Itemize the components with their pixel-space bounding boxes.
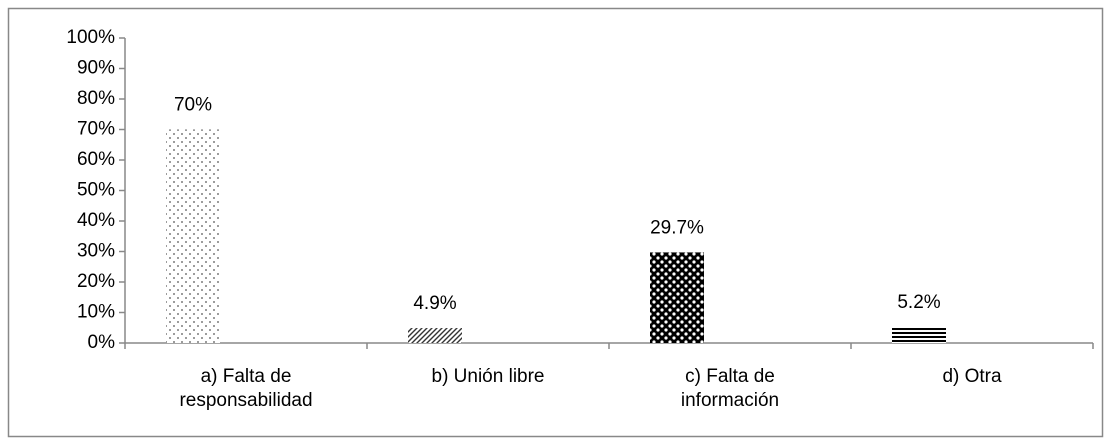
data-label: 29.7% <box>650 217 704 238</box>
bar <box>892 327 946 343</box>
y-tick-label: 30% <box>77 241 115 262</box>
x-tick-label: d) Otra <box>942 366 1002 387</box>
y-tick-label: 60% <box>77 149 115 170</box>
y-tick-label: 70% <box>77 119 115 140</box>
y-tick-label: 100% <box>66 27 115 48</box>
data-label: 5.2% <box>897 292 940 313</box>
bar <box>166 129 220 343</box>
y-tick-label: 50% <box>77 180 115 201</box>
y-tick-label: 40% <box>77 210 115 231</box>
data-label: 4.9% <box>413 293 456 314</box>
bar <box>650 252 704 343</box>
data-label: 70% <box>174 95 212 116</box>
y-tick-label: 20% <box>77 271 115 292</box>
x-tick-label: c) Falta de información <box>681 366 779 411</box>
x-tick-label: b) Unión libre <box>432 366 545 387</box>
y-tick-label: 0% <box>88 332 116 353</box>
bar <box>408 328 462 343</box>
chart-frame <box>7 7 1104 438</box>
y-tick-label: 10% <box>77 302 115 323</box>
y-tick-label: 80% <box>77 88 115 109</box>
x-tick-label: a) Falta de responsabilidad <box>179 366 312 411</box>
y-tick-label: 90% <box>77 58 115 79</box>
